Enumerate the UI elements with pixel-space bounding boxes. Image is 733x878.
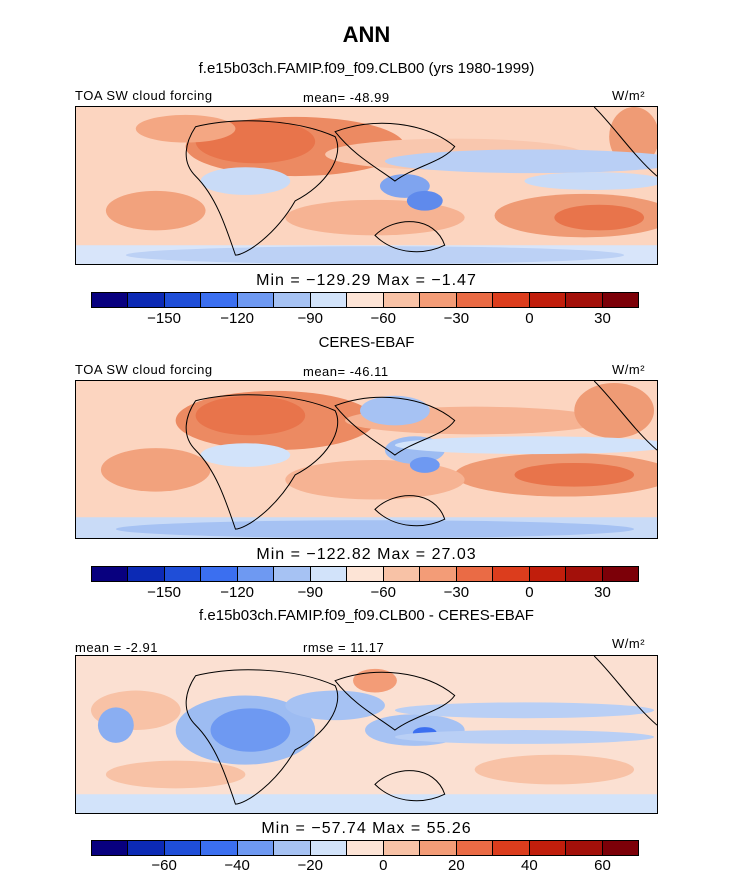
colorbar-swatch	[128, 841, 165, 855]
colorbar-swatch	[383, 567, 421, 581]
panel-3-colorbar-ticks: −60 −40 −20 0 20 40 60	[91, 857, 639, 875]
colorbar-tick-label: 30	[594, 584, 611, 601]
panel-1-minmax: Min = −129.29 Max = −1.47	[256, 272, 477, 289]
panel-1-subtitle: f.e15b03ch.FAMIP.f09_f09.CLB00 (yrs 1980…	[198, 60, 535, 77]
colorbar-swatch	[128, 567, 165, 581]
colorbar-swatch	[420, 293, 457, 307]
colorbar-swatch	[493, 567, 530, 581]
colorbar-swatch	[566, 567, 603, 581]
panel-2-map	[75, 380, 658, 539]
colorbar-swatch	[164, 567, 202, 581]
colorbar-tick-label: −60	[370, 310, 396, 327]
colorbar-swatch	[347, 293, 384, 307]
panel-3-rmse: rmse = 11.17	[303, 640, 385, 655]
colorbar-swatch	[602, 293, 639, 307]
colorbar-swatch	[456, 841, 494, 855]
page-title: ANN	[342, 22, 391, 47]
panel-2-colorbar-ticks: −150 −120 −90 −60 −30 0 30	[91, 584, 639, 602]
panel-2-minmax: Min = −122.82 Max = 27.03	[256, 546, 477, 563]
colorbar-tick-label: 20	[447, 857, 465, 874]
colorbar-swatch	[493, 293, 530, 307]
colorbar-swatch	[566, 841, 603, 855]
colorbar-swatch	[347, 567, 384, 581]
colorbar-swatch	[201, 841, 238, 855]
colorbar-swatch	[383, 841, 421, 855]
colorbar-tick-label: −90	[297, 584, 323, 601]
panel-3-subtitle: f.e15b03ch.FAMIP.f09_f09.CLB00 - CERES-E…	[199, 607, 534, 624]
colorbar-swatch	[237, 841, 275, 855]
colorbar-tick-label: −40	[224, 857, 250, 874]
panel-2-colorbar	[91, 566, 639, 582]
colorbar-swatch	[529, 293, 567, 307]
panel-1-units: W/m²	[612, 88, 646, 103]
colorbar-swatch	[420, 841, 457, 855]
colorbar-swatch	[383, 293, 421, 307]
panel-2-units: W/m²	[612, 362, 646, 377]
colorbar-tick-label: −120	[220, 310, 255, 327]
colorbar-swatch	[128, 293, 165, 307]
panel-3-units: W/m²	[612, 636, 646, 651]
colorbar-swatch	[310, 567, 348, 581]
panel-2-variable: TOA SW cloud forcing	[75, 362, 213, 377]
colorbar-swatch	[164, 293, 202, 307]
colorbar-swatch	[529, 841, 567, 855]
colorbar-swatch	[92, 567, 129, 581]
colorbar-swatch	[310, 293, 348, 307]
colorbar-swatch	[566, 293, 603, 307]
colorbar-tick-label: −90	[297, 310, 323, 327]
colorbar-tick-label: −60	[151, 857, 177, 874]
panel-3-map	[75, 655, 658, 814]
colorbar-tick-label: −60	[370, 584, 396, 601]
panel-3-colorbar	[91, 840, 639, 856]
colorbar-swatch	[201, 293, 238, 307]
colorbar-swatch	[456, 567, 494, 581]
colorbar-swatch	[310, 841, 348, 855]
panel-1-map	[75, 106, 658, 265]
colorbar-tick-label: 0	[379, 857, 388, 874]
colorbar-swatch	[456, 293, 494, 307]
colorbar-tick-label: −30	[443, 584, 470, 601]
colorbar-tick-label: 0	[525, 310, 534, 327]
colorbar-tick-label: −120	[220, 584, 255, 601]
colorbar-swatch	[92, 293, 129, 307]
panel-2-map-field	[76, 381, 657, 538]
panel-2-mean: mean= -46.11	[303, 364, 389, 379]
colorbar-tick-label: 30	[594, 310, 611, 327]
panel-1-colorbar-ticks: −150 −120 −90 −60 −30 0 30	[91, 310, 639, 328]
panel-3-mean: mean = -2.91	[75, 640, 158, 655]
colorbar-swatch	[602, 567, 639, 581]
colorbar-swatch	[274, 841, 311, 855]
colorbar-tick-label: −150	[147, 584, 181, 601]
colorbar-swatch	[274, 293, 311, 307]
panel-1-map-field	[76, 107, 657, 264]
colorbar-tick-label: −30	[443, 310, 470, 327]
colorbar-tick-label: 40	[521, 857, 538, 874]
panel-1-colorbar	[91, 292, 639, 308]
colorbar-swatch	[201, 567, 238, 581]
colorbar-tick-label: 60	[594, 857, 611, 874]
colorbar-tick-label: −150	[147, 310, 181, 327]
colorbar-swatch	[347, 841, 384, 855]
colorbar-swatch	[237, 567, 275, 581]
panel-3-map-field	[76, 656, 657, 813]
colorbar-tick-label: −20	[297, 857, 323, 874]
colorbar-tick-label: 0	[525, 584, 534, 601]
colorbar-swatch	[164, 841, 202, 855]
colorbar-swatch	[274, 567, 311, 581]
panel-2-subtitle: CERES-EBAF	[318, 334, 415, 351]
colorbar-swatch	[493, 841, 530, 855]
colorbar-swatch	[92, 841, 129, 855]
panel-1-variable: TOA SW cloud forcing	[75, 88, 213, 103]
panel-1-mean: mean= -48.99	[303, 90, 390, 105]
panel-3-minmax: Min = −57.74 Max = 55.26	[261, 820, 472, 837]
colorbar-swatch	[529, 567, 567, 581]
colorbar-swatch	[602, 841, 639, 855]
colorbar-swatch	[420, 567, 457, 581]
colorbar-swatch	[237, 293, 275, 307]
